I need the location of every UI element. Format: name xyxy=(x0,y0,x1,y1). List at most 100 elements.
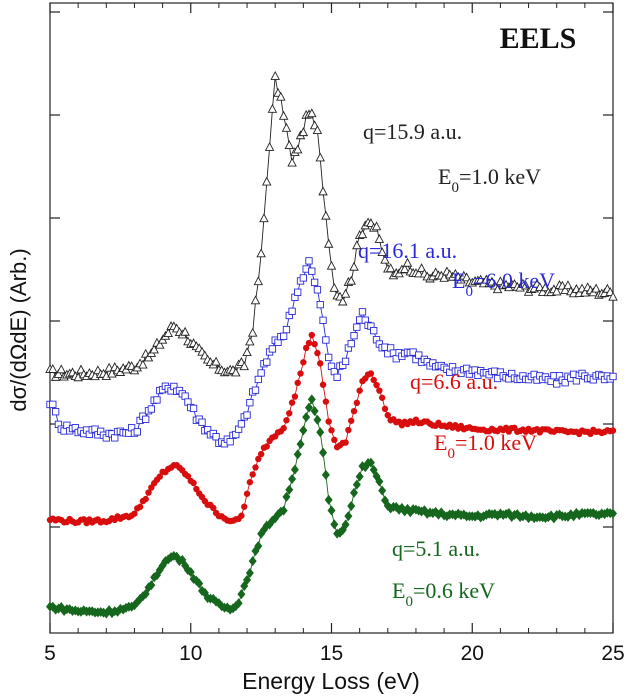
data-point xyxy=(189,404,198,413)
data-point xyxy=(353,323,361,331)
data-point xyxy=(434,509,443,520)
data-point xyxy=(315,152,325,162)
data-point xyxy=(292,144,303,154)
data-point xyxy=(403,503,412,514)
series-0 xyxy=(45,70,618,382)
annotation-q-2: q=6.6 a.u. xyxy=(410,369,498,394)
data-point xyxy=(147,405,155,413)
data-point xyxy=(367,370,375,377)
data-point xyxy=(243,490,251,497)
data-point xyxy=(181,392,189,400)
data-point xyxy=(280,425,287,432)
data-point xyxy=(180,326,190,336)
data-point xyxy=(246,478,254,486)
data-point xyxy=(560,284,570,294)
data-point xyxy=(142,495,149,503)
data-point xyxy=(163,328,173,337)
data-point xyxy=(267,103,278,113)
e-symbol-3: E xyxy=(392,578,405,603)
data-point xyxy=(321,469,330,480)
data-point xyxy=(385,263,396,273)
data-point xyxy=(186,567,195,578)
data-point xyxy=(249,471,256,478)
series-1 xyxy=(46,257,617,448)
data-point xyxy=(370,326,378,335)
data-point xyxy=(250,295,261,305)
data-point xyxy=(147,580,156,591)
data-point xyxy=(274,509,283,520)
data-point xyxy=(345,426,352,434)
data-point xyxy=(356,387,363,394)
x-tick-label: 25 xyxy=(601,642,624,665)
annotation-q-3: q=5.1 a.u. xyxy=(392,536,480,561)
data-point xyxy=(246,399,254,407)
data-point xyxy=(198,418,206,426)
data-point xyxy=(348,417,355,424)
data-point xyxy=(288,399,296,406)
data-point xyxy=(299,425,308,436)
chart-title: EELS xyxy=(500,22,577,55)
e-value-1: =6.0 keV xyxy=(473,268,555,293)
data-point xyxy=(378,485,387,496)
data-point xyxy=(375,476,384,487)
data-point xyxy=(283,417,290,424)
data-point xyxy=(373,381,380,389)
data-point xyxy=(352,240,362,250)
data-point xyxy=(268,345,277,353)
data-point xyxy=(211,356,221,366)
data-point xyxy=(324,494,333,505)
e-value-3: =0.6 keV xyxy=(413,578,495,603)
data-point xyxy=(384,411,391,419)
data-point xyxy=(252,464,259,471)
data-point xyxy=(353,399,361,407)
annotation-q-1: q=16.1 a.u. xyxy=(358,238,457,263)
data-point xyxy=(551,286,562,296)
data-point xyxy=(308,331,315,339)
data-point xyxy=(402,257,413,267)
data-point xyxy=(251,386,260,394)
data-point xyxy=(357,229,368,239)
data-point xyxy=(319,316,327,324)
data-point xyxy=(286,410,293,417)
data-point xyxy=(431,506,440,517)
data-point xyxy=(293,449,302,460)
data-point xyxy=(333,373,341,381)
data-point xyxy=(281,122,292,132)
data-point xyxy=(291,393,299,400)
data-point xyxy=(366,457,375,468)
series-2 xyxy=(46,331,617,527)
data-point xyxy=(51,408,60,416)
data-point xyxy=(248,556,257,567)
data-point xyxy=(331,436,338,444)
data-point xyxy=(307,108,317,118)
data-point xyxy=(392,502,401,513)
data-point xyxy=(325,418,332,425)
data-point xyxy=(317,360,324,367)
e-symbol-1: E xyxy=(452,268,465,293)
data-point xyxy=(310,405,319,416)
data-point xyxy=(330,519,339,530)
data-point xyxy=(308,267,316,275)
data-point xyxy=(346,275,356,285)
data-point xyxy=(300,359,307,366)
data-point xyxy=(247,327,258,337)
data-point xyxy=(257,450,265,458)
data-point xyxy=(374,233,385,243)
data-point xyxy=(322,336,330,344)
data-point xyxy=(352,479,361,490)
data-point xyxy=(234,598,243,609)
data-point xyxy=(256,248,266,258)
data-point xyxy=(149,344,159,354)
annotation-e-1: E0=6.0 keV xyxy=(452,268,555,300)
data-point xyxy=(133,428,141,436)
data-point xyxy=(380,254,390,264)
data-point xyxy=(341,519,350,530)
data-point xyxy=(311,340,318,348)
data-point xyxy=(143,352,154,362)
e-symbol-0: E xyxy=(438,164,451,189)
data-point xyxy=(142,415,150,423)
data-point xyxy=(279,505,288,516)
data-point xyxy=(319,381,327,388)
data-point xyxy=(537,286,548,296)
